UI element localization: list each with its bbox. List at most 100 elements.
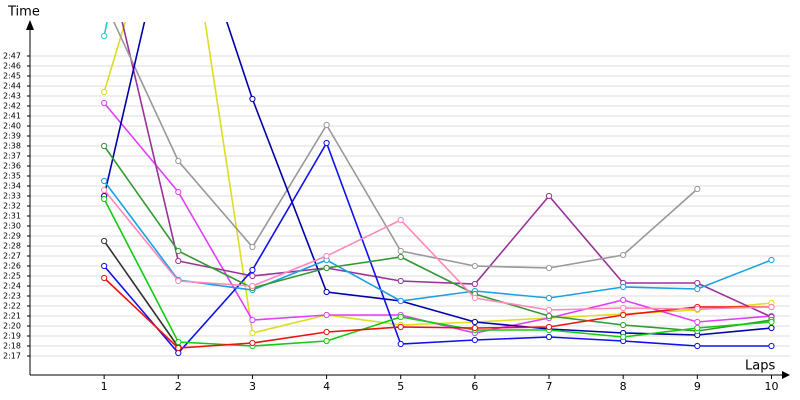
point <box>101 186 108 194</box>
y-tick-label: 2:20 <box>3 322 21 331</box>
point <box>175 247 182 255</box>
point <box>101 88 108 96</box>
y-tick-label: 2:17 <box>3 352 21 361</box>
point <box>694 318 701 326</box>
point <box>397 247 404 255</box>
point <box>249 339 256 347</box>
series-line <box>103 102 772 334</box>
point <box>694 185 701 193</box>
point <box>323 311 330 319</box>
y-tick-label: 2:42 <box>3 102 21 111</box>
x-tick-label: 6 <box>471 380 478 393</box>
point <box>471 336 478 344</box>
point <box>101 142 108 150</box>
point <box>620 333 627 341</box>
point <box>620 321 627 329</box>
point <box>545 294 553 302</box>
point <box>620 304 627 312</box>
y-tick-label: 2:26 <box>3 262 21 271</box>
point <box>101 262 108 270</box>
y-tick-label: 2:34 <box>3 182 21 191</box>
y-tick-label: 2:23 <box>3 292 21 301</box>
x-tick-label: 9 <box>694 380 701 393</box>
y-tick-label: 2:28 <box>3 242 21 251</box>
point <box>175 257 182 265</box>
point <box>323 252 330 260</box>
point <box>545 312 553 320</box>
y-tick-label: 2:39 <box>3 132 21 141</box>
y-tick-label: 2:19 <box>3 332 21 341</box>
point <box>471 324 478 332</box>
y-tick-label: 2:33 <box>3 192 21 201</box>
y-tick-label: 2:27 <box>3 252 21 261</box>
y-tick-label: 2:46 <box>3 62 21 71</box>
x-tick-label: 8 <box>620 380 627 393</box>
point <box>471 294 478 302</box>
point <box>471 262 478 270</box>
y-tick-label: 2:38 <box>3 142 21 151</box>
point <box>101 274 108 282</box>
point <box>397 313 404 321</box>
plot-area <box>101 22 775 357</box>
series-line <box>103 141 772 355</box>
point <box>768 324 775 332</box>
x-axis-arrow <box>782 371 790 379</box>
point <box>397 216 404 224</box>
y-tick-label: 2:44 <box>3 82 21 91</box>
point <box>175 338 182 346</box>
point <box>323 139 330 147</box>
series-line <box>112 22 698 269</box>
point <box>397 323 404 331</box>
point <box>471 280 478 288</box>
grid <box>30 55 790 357</box>
y-tick-label: 2:41 <box>3 112 21 121</box>
series-line <box>103 145 772 332</box>
point <box>101 237 108 245</box>
point <box>694 285 701 293</box>
point <box>620 311 627 319</box>
point <box>397 297 404 305</box>
x-tick-label: 2 <box>175 380 182 393</box>
point <box>694 279 701 287</box>
series-line <box>103 22 108 37</box>
y-tick-label: 2:29 <box>3 232 21 241</box>
y-tick-label: 2:45 <box>3 72 21 81</box>
point <box>175 188 182 196</box>
y-axis-arrow <box>26 20 34 30</box>
point <box>768 256 775 264</box>
series-line <box>121 22 772 318</box>
point <box>620 283 627 291</box>
y-tick-label: 2:40 <box>3 122 21 131</box>
y-tick-label: 2:36 <box>3 162 21 171</box>
point <box>249 316 256 324</box>
y-tick-label: 2:18 <box>3 342 21 351</box>
point <box>249 95 256 103</box>
point <box>397 340 404 348</box>
point <box>249 266 256 274</box>
y-axis-title: Time <box>7 5 40 20</box>
series-line <box>103 277 772 349</box>
series-line <box>103 240 179 348</box>
x-tick-label: 5 <box>397 380 404 393</box>
y-tick-label: 2:25 <box>3 272 21 281</box>
y-tick-label: 2:47 <box>3 52 21 61</box>
point <box>323 337 330 345</box>
point <box>768 303 775 311</box>
y-tick-label: 2:22 <box>3 302 21 311</box>
point <box>471 318 478 326</box>
point <box>323 264 330 272</box>
point <box>694 342 701 350</box>
y-tick-label: 2:21 <box>3 312 21 321</box>
series-line <box>103 198 772 347</box>
point <box>249 243 256 251</box>
point <box>545 333 553 341</box>
point <box>768 318 775 326</box>
point <box>249 282 256 290</box>
y-tick-label: 2:24 <box>3 282 21 291</box>
y-tick-label: 2:30 <box>3 222 21 231</box>
point <box>323 288 330 296</box>
series-line <box>103 180 772 302</box>
x-tick-label: 4 <box>323 380 330 393</box>
x-tick-label: 3 <box>249 380 256 393</box>
